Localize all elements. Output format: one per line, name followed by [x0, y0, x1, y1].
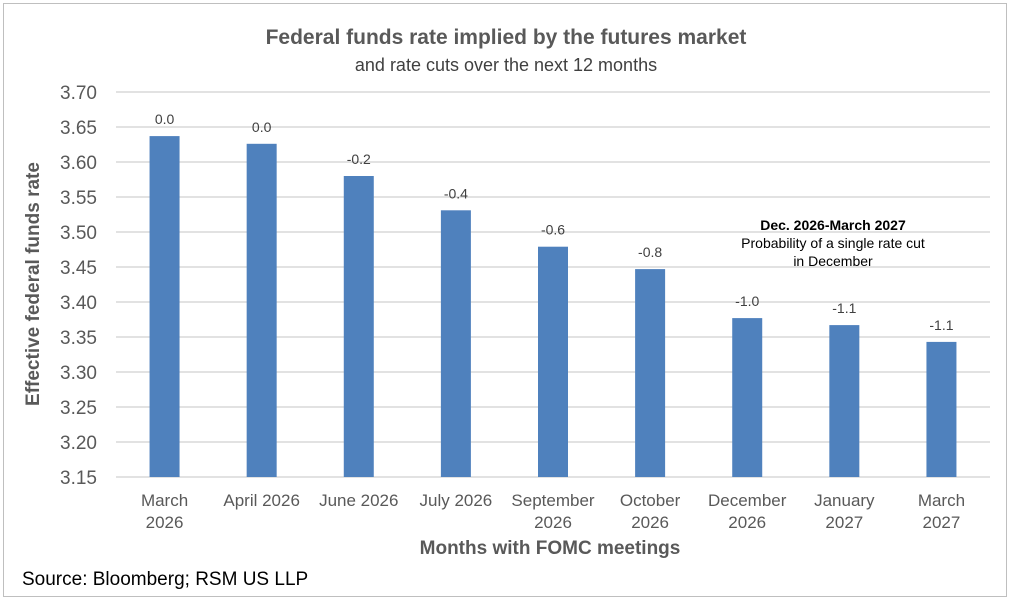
y-tick-label: 3.45	[60, 258, 97, 279]
x-tick-label: March	[141, 491, 188, 510]
x-tick-label: 2026	[534, 513, 572, 532]
chart-title: Federal funds rate implied by the future…	[265, 26, 747, 49]
data-label: -0.8	[638, 244, 662, 260]
data-label: -1.1	[929, 317, 953, 333]
y-tick-label: 3.70	[60, 83, 97, 104]
bar	[149, 136, 180, 477]
x-tick-label: 2027	[825, 513, 863, 532]
source-note: Source: Bloomberg; RSM US LLP	[22, 569, 309, 590]
y-tick-label: 3.60	[60, 153, 97, 174]
bar	[732, 318, 763, 477]
x-tick-label: July 2026	[419, 491, 492, 510]
annotation: Dec. 2026-March 2027 Probability of a si…	[738, 216, 928, 270]
y-tick-label: 3.40	[60, 293, 97, 314]
x-axis-label: Months with FOMC meetings	[419, 538, 681, 559]
x-tick-label: 2026	[146, 513, 184, 532]
data-label: -0.2	[347, 151, 371, 167]
x-tick-label: April 2026	[223, 491, 300, 510]
y-tick-label: 3.65	[60, 118, 97, 139]
y-tick-label: 3.50	[60, 223, 97, 244]
data-label: -0.6	[541, 222, 565, 238]
annotation-title: Dec. 2026-March 2027	[760, 217, 906, 233]
x-tick-label: December	[708, 491, 787, 510]
x-tick-label: June 2026	[319, 491, 398, 510]
y-tick-label: 3.35	[60, 328, 97, 349]
bar	[829, 325, 860, 477]
x-tick-label: 2026	[631, 513, 669, 532]
x-tick-label: March	[918, 491, 965, 510]
y-tick-label: 3.20	[60, 433, 97, 454]
bar	[440, 210, 471, 478]
data-label: -1.0	[735, 293, 759, 309]
data-label: -1.1	[832, 300, 856, 316]
y-tick-label: 3.15	[60, 468, 97, 489]
y-tick-label: 3.55	[60, 188, 97, 209]
bar	[635, 269, 666, 477]
bar	[538, 246, 568, 477]
bar	[246, 143, 277, 478]
bar	[926, 341, 957, 477]
x-tick-label: 2026	[728, 513, 766, 532]
chart-frame	[3, 3, 1007, 597]
chart-subtitle: and rate cuts over the next 12 months	[354, 55, 658, 75]
bar	[343, 176, 374, 477]
x-tick-label: October	[620, 491, 681, 510]
data-label: 0.0	[252, 119, 272, 135]
data-label: -0.4	[444, 185, 468, 201]
y-tick-label: 3.30	[60, 363, 97, 384]
x-tick-label: January	[814, 491, 875, 510]
data-label: 0.0	[155, 111, 175, 127]
y-tick-label: 3.25	[60, 398, 97, 419]
annotation-text: Probability of a single rate cut in Dece…	[741, 235, 925, 269]
x-tick-label: 2027	[923, 513, 961, 532]
x-tick-label: September	[511, 491, 594, 510]
